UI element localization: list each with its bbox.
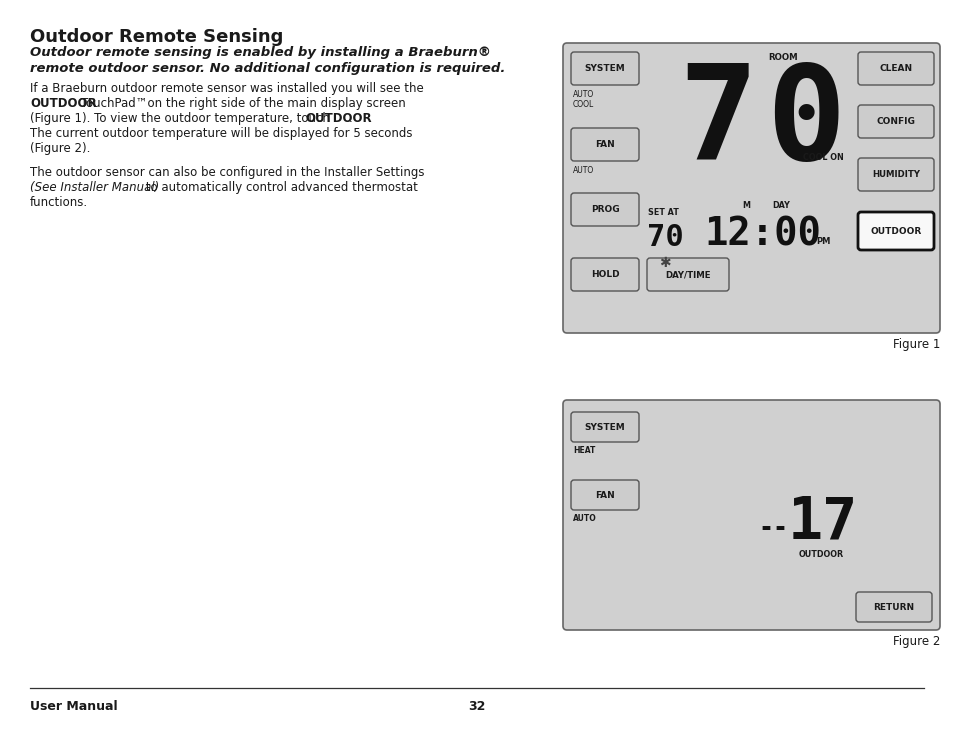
Text: CLEAN: CLEAN [879,64,912,73]
Text: SYSTEM: SYSTEM [584,422,625,432]
Text: DAY: DAY [771,201,789,210]
FancyBboxPatch shape [571,412,639,442]
Text: DAY/TIME: DAY/TIME [664,270,710,279]
Text: SYSTEM: SYSTEM [584,64,625,73]
Text: The current outdoor temperature will be displayed for 5 seconds: The current outdoor temperature will be … [30,127,412,140]
Text: AUTO: AUTO [573,166,594,175]
Text: PM: PM [815,236,829,246]
FancyBboxPatch shape [571,258,639,291]
FancyBboxPatch shape [857,105,933,138]
Text: OUTDOOR: OUTDOOR [30,97,96,110]
Text: HUMIDITY: HUMIDITY [871,170,919,179]
FancyBboxPatch shape [571,193,639,226]
Text: SET AT: SET AT [647,208,679,217]
Text: Figure 2: Figure 2 [892,635,939,648]
Text: COOL: COOL [573,100,594,109]
Text: 0: 0 [765,60,844,187]
Text: 32: 32 [468,700,485,713]
Text: HOLD: HOLD [590,270,618,279]
FancyBboxPatch shape [857,52,933,85]
FancyBboxPatch shape [571,52,639,85]
Text: FAN: FAN [595,140,615,149]
Text: OUTDOOR: OUTDOOR [305,112,372,125]
Text: CONFIG: CONFIG [876,117,915,126]
Text: remote outdoor sensor. No additional configuration is required.: remote outdoor sensor. No additional con… [30,62,505,75]
Text: 70: 70 [646,224,682,252]
Text: OUTDOOR: OUTDOOR [798,550,842,559]
Text: 12:00: 12:00 [704,216,821,254]
Text: User Manual: User Manual [30,700,117,713]
FancyBboxPatch shape [562,43,939,333]
Text: RETURN: RETURN [873,602,914,612]
FancyBboxPatch shape [857,212,933,250]
Text: HEAT: HEAT [573,446,595,455]
FancyBboxPatch shape [562,400,939,630]
Text: functions.: functions. [30,196,88,209]
FancyBboxPatch shape [646,258,728,291]
Text: --: -- [758,516,787,540]
Text: 7: 7 [678,60,758,187]
Text: ✱: ✱ [659,256,670,270]
Text: .: . [349,112,353,125]
Text: COOL ON: COOL ON [802,153,842,162]
Text: Figure 1: Figure 1 [892,338,939,351]
Text: (See Installer Manual): (See Installer Manual) [30,181,159,194]
Text: 17: 17 [787,494,858,551]
Text: OUTDOOR: OUTDOOR [869,227,921,235]
Text: to automatically control advanced thermostat: to automatically control advanced thermo… [142,181,417,194]
Text: TouchPad™on the right side of the main display screen: TouchPad™on the right side of the main d… [77,97,405,110]
FancyBboxPatch shape [571,480,639,510]
Text: Outdoor Remote Sensing: Outdoor Remote Sensing [30,28,283,46]
Text: AUTO: AUTO [573,514,597,523]
Text: AUTO: AUTO [573,90,594,99]
Text: (Figure 1). To view the outdoor temperature, touch: (Figure 1). To view the outdoor temperat… [30,112,334,125]
Text: ROOM: ROOM [767,53,797,62]
Text: PROG: PROG [590,205,618,214]
Text: The outdoor sensor can also be configured in the Installer Settings: The outdoor sensor can also be configure… [30,166,424,179]
Text: (Figure 2).: (Figure 2). [30,142,91,155]
Text: If a Braeburn outdoor remote sensor was installed you will see the: If a Braeburn outdoor remote sensor was … [30,82,423,95]
FancyBboxPatch shape [857,158,933,191]
FancyBboxPatch shape [855,592,931,622]
Text: FAN: FAN [595,491,615,500]
FancyBboxPatch shape [571,128,639,161]
Text: Outdoor remote sensing is enabled by installing a Braeburn®: Outdoor remote sensing is enabled by ins… [30,46,491,59]
Text: M: M [741,201,749,210]
